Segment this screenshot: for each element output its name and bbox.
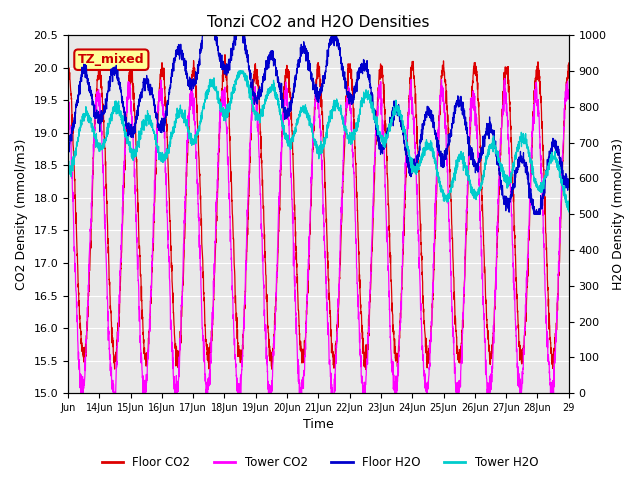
Tower H2O (565, 209, 573, 215)
Floor CO2 (257, 127, 264, 132)
Floor H2O (257, 90, 264, 96)
Floor H2O (64, 146, 72, 152)
Tower H2O (151, 133, 159, 139)
Tower H2O (501, 175, 509, 181)
Tower CO2 (278, 144, 285, 150)
Floor H2O (565, 178, 573, 184)
Line: Floor CO2: Floor CO2 (68, 55, 569, 370)
X-axis label: Time: Time (303, 419, 333, 432)
Floor H2O (556, 150, 563, 156)
Y-axis label: CO2 Density (mmol/m3): CO2 Density (mmol/m3) (15, 139, 28, 290)
Tower H2O (235, 68, 243, 74)
Floor H2O (122, 109, 129, 115)
Tower H2O (555, 168, 563, 174)
Line: Tower CO2: Tower CO2 (68, 78, 569, 408)
Legend: Floor CO2, Tower CO2, Floor H2O, Tower H2O: Floor CO2, Tower CO2, Floor H2O, Tower H… (97, 452, 543, 474)
Floor CO2 (362, 367, 370, 372)
Tower H2O (278, 118, 285, 123)
Tower CO2 (501, 75, 509, 81)
Floor H2O (151, 102, 159, 108)
Tower H2O (122, 132, 129, 138)
Tower CO2 (501, 86, 509, 92)
Y-axis label: H2O Density (mmol/m3): H2O Density (mmol/m3) (612, 138, 625, 290)
Tower CO2 (64, 111, 72, 117)
Tower CO2 (547, 405, 555, 411)
Tower CO2 (556, 252, 563, 257)
Text: TZ_mixed: TZ_mixed (78, 53, 145, 66)
Tower H2O (257, 114, 264, 120)
Floor CO2 (278, 129, 285, 134)
Tower CO2 (122, 133, 129, 139)
Floor CO2 (556, 272, 563, 277)
Floor H2O (199, 33, 207, 38)
Line: Tower H2O: Tower H2O (68, 71, 569, 212)
Floor CO2 (501, 64, 509, 70)
Floor CO2 (151, 195, 159, 201)
Floor H2O (530, 211, 538, 217)
Floor CO2 (122, 151, 129, 157)
Floor H2O (278, 99, 285, 105)
Floor CO2 (221, 52, 229, 58)
Title: Tonzi CO2 and H2O Densities: Tonzi CO2 and H2O Densities (207, 15, 429, 30)
Line: Floor H2O: Floor H2O (68, 36, 569, 214)
Tower CO2 (151, 176, 159, 182)
Tower H2O (64, 168, 72, 174)
Floor CO2 (64, 59, 72, 64)
Tower CO2 (565, 90, 573, 96)
Floor CO2 (565, 60, 573, 66)
Tower CO2 (256, 182, 264, 188)
Floor H2O (501, 199, 509, 205)
